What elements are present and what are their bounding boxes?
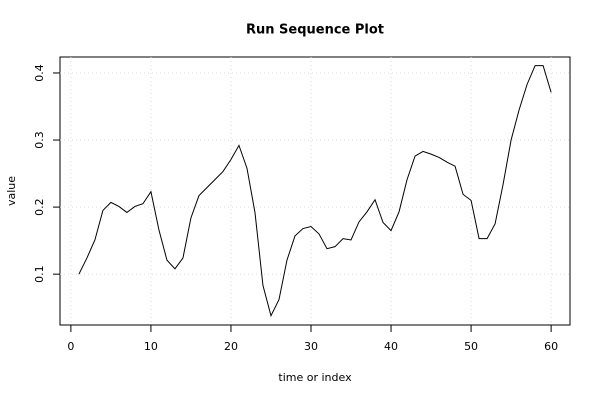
x-tick-label: 40 (384, 340, 398, 353)
x-tick-label: 50 (464, 340, 478, 353)
x-tick-label: 30 (304, 340, 318, 353)
x-tick-label: 60 (544, 340, 558, 353)
chart-title: Run Sequence Plot (246, 23, 384, 38)
y-tick-label: 0.3 (33, 131, 46, 149)
plot-box (59, 56, 571, 326)
x-tick-label: 20 (224, 340, 238, 353)
x-tick-label: 10 (144, 340, 158, 353)
y-tick-label: 0.2 (33, 198, 46, 216)
x-tick-label: 0 (67, 340, 74, 353)
x-axis-label: time or index (278, 371, 352, 384)
y-tick-label: 0.4 (33, 64, 46, 82)
y-tick-label: 0.1 (33, 265, 46, 283)
data-line (78, 65, 552, 318)
y-axis-label: value (5, 176, 18, 206)
